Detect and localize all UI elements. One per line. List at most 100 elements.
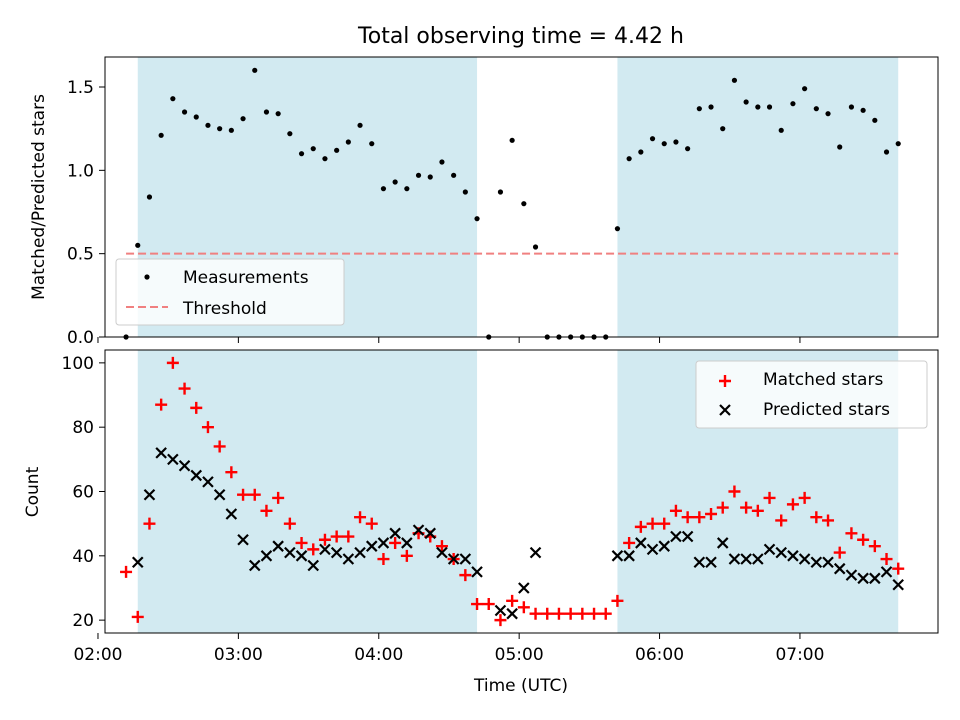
predicted-star-point [880, 566, 893, 578]
measurement-point [439, 159, 445, 165]
matched-star-point [307, 543, 320, 556]
measurement-point [837, 144, 843, 150]
legend-matched-label: Matched stars [763, 370, 883, 390]
measurement-point [298, 151, 305, 157]
measurement-point [322, 156, 328, 162]
measurement-point [369, 141, 375, 147]
figure-title: Total observing time = 4.42 h [357, 24, 684, 49]
y-tick-label: 1.0 [67, 161, 94, 181]
predicted-star-point [787, 550, 799, 562]
x-tick-label: 06:00 [635, 645, 684, 665]
measurement-point [334, 147, 340, 153]
predicted-star-point [155, 447, 167, 459]
matched-star-point [588, 607, 601, 620]
predicted-star-point [506, 607, 518, 620]
measurement-point [532, 244, 539, 250]
legend-predicted-marker [719, 404, 731, 416]
measurement-point [392, 179, 398, 185]
measurement-point [790, 101, 796, 107]
matched-star-point [740, 501, 753, 514]
predicted-star-point [365, 540, 378, 552]
measurement-point [263, 109, 270, 115]
matched-star-point [201, 421, 214, 434]
x-tick-label: 07:00 [775, 645, 824, 665]
predicted-star-point [728, 553, 741, 565]
matched-star-point [822, 514, 835, 527]
matched-star-point [330, 530, 343, 543]
measurement-point [614, 226, 621, 232]
matched-star-point [248, 488, 261, 501]
predicted-star-point [857, 572, 869, 585]
matched-star-point [459, 569, 472, 582]
measurement-point [404, 186, 410, 192]
measurement-point [778, 127, 784, 133]
matched-star-point [377, 553, 390, 566]
measurement-point [521, 201, 527, 207]
legend-threshold-label: Threshold [182, 299, 267, 319]
predicted-star-point [178, 459, 191, 472]
predicted-star-point [330, 546, 343, 559]
x-axis-label: Time (UTC) [473, 676, 568, 696]
measurement-point [217, 126, 223, 132]
x-tick-label: 02:00 [73, 645, 122, 665]
matched-star-point [576, 607, 589, 620]
predicted-star-point [167, 453, 179, 466]
predicted-star-point [436, 546, 448, 559]
matched-star-point [658, 517, 671, 530]
measurement-point [673, 139, 679, 145]
predicted-star-point [295, 550, 308, 562]
measurement-point [170, 96, 176, 102]
predicted-star-point [869, 572, 881, 585]
top-y-axis-label: Matched/Predicted stars [29, 94, 49, 300]
predicted-star-point [143, 488, 156, 501]
measurement-point [205, 122, 211, 128]
measurement-point [708, 104, 714, 110]
predicted-star-point [237, 533, 249, 546]
predicted-star-point [494, 604, 507, 617]
measurement-point [451, 172, 457, 178]
predicted-star-point [377, 537, 390, 549]
predicted-star-point [225, 508, 238, 520]
matched-star-point [506, 594, 519, 607]
predicted-star-point [635, 537, 647, 549]
measurement-point [825, 111, 831, 117]
measurement-point [345, 139, 351, 145]
legend-predicted-label: Predicted stars [763, 400, 890, 420]
matched-star-point [155, 398, 168, 411]
measurement-point [462, 189, 468, 195]
predicted-star-point [342, 553, 355, 565]
predicted-star-point [623, 550, 635, 562]
predicted-star-point [752, 553, 764, 565]
matched-star-point [354, 511, 367, 524]
matched-star-point [283, 517, 296, 530]
predicted-star-point [681, 530, 694, 543]
measurement-point [427, 174, 433, 180]
matched-star-point [775, 514, 788, 527]
matched-star-point [845, 527, 858, 540]
matched-star-point [880, 553, 893, 566]
predicted-star-point [693, 556, 706, 569]
matched-star-point [552, 607, 565, 620]
predicted-star-point [716, 537, 729, 549]
predicted-star-point [307, 559, 320, 572]
measurement-point [638, 149, 644, 155]
predicted-star-point [833, 562, 846, 575]
measurement-point [813, 106, 819, 112]
predicted-star-point [272, 540, 284, 552]
matched-star-point [272, 491, 285, 504]
bottom-legend-box [695, 360, 928, 429]
matched-star-point [541, 607, 554, 620]
predicted-star-point [424, 527, 437, 540]
predicted-star-point [810, 556, 823, 569]
matched-star-point [318, 533, 331, 546]
legend-measurements-label: Measurements [183, 268, 309, 288]
top-y-ticks: 0.0 0.5 1.0 1.5 [67, 78, 105, 348]
predicted-star-point [646, 543, 659, 556]
bottom-plot-marks [120, 356, 905, 627]
predicted-star-point [845, 569, 858, 581]
matched-star-point [833, 546, 846, 559]
predicted-star-point [248, 559, 261, 572]
x-tick-label: 03:00 [214, 645, 263, 665]
measurement-point [146, 194, 153, 200]
